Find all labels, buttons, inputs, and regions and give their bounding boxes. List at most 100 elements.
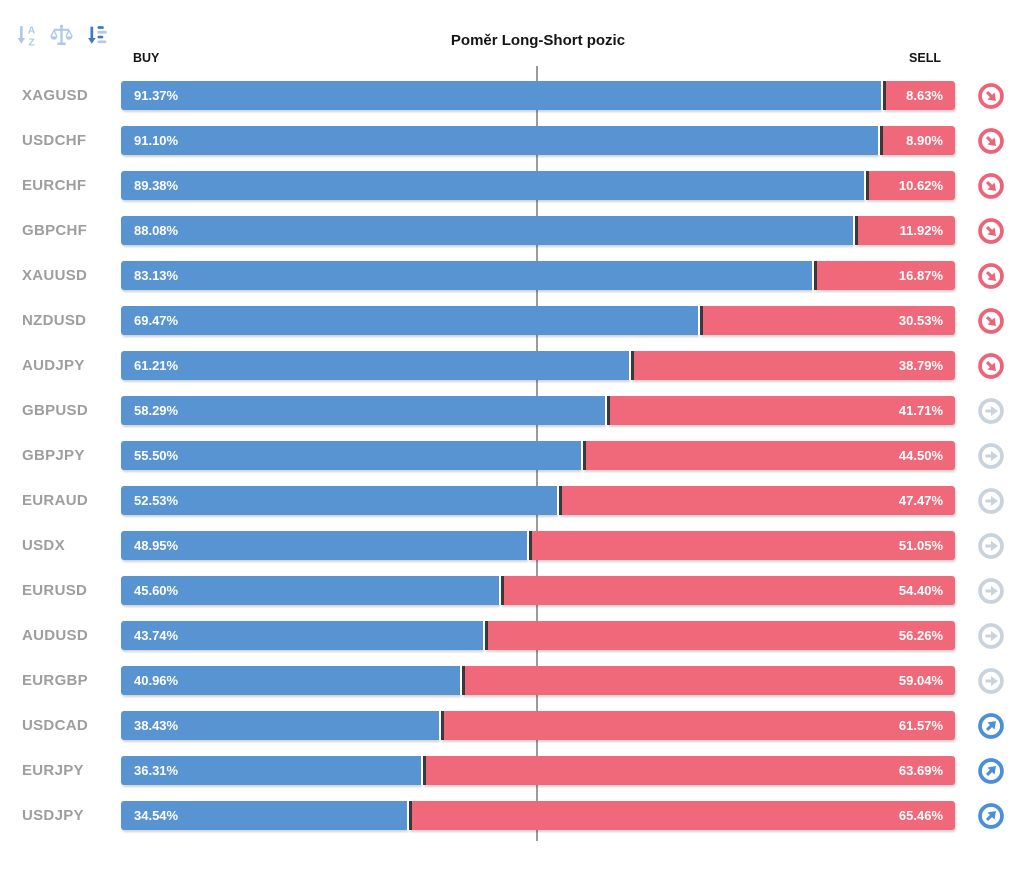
long-short-bar: 38.43% 61.57% (121, 711, 955, 740)
long-short-bar: 55.50% 44.50% (121, 441, 955, 470)
signal-arrow-icon[interactable] (977, 577, 1005, 605)
signal-arrow-icon[interactable] (977, 82, 1005, 110)
signal-arrow-icon[interactable] (977, 442, 1005, 470)
sell-bar-segment: 30.53% (702, 306, 955, 335)
buy-bar-segment: 43.74% (121, 621, 484, 650)
buy-bar-segment: 55.50% (121, 441, 582, 470)
signal-arrow-icon[interactable] (977, 757, 1005, 785)
buy-percent-value: 55.50% (134, 448, 179, 463)
table-row: GBPUSD 58.29% 41.71% (0, 396, 1027, 441)
buy-bar-segment: 69.47% (121, 306, 698, 335)
sell-column-header: SELL (909, 51, 941, 65)
bar-gap (483, 621, 486, 650)
signal-arrow-icon[interactable] (977, 802, 1005, 830)
sort-alphabetical-icon[interactable]: A Z (13, 22, 40, 49)
bar-divider (882, 81, 886, 110)
sell-bar-segment: 63.69% (426, 756, 955, 785)
buy-percent-value: 91.10% (134, 133, 179, 148)
pair-label: USDJPY (22, 807, 84, 824)
buy-percent-value: 58.29% (134, 403, 179, 418)
signal-arrow-icon[interactable] (977, 307, 1005, 335)
sell-bar-segment: 54.40% (503, 576, 955, 605)
pair-label: XAUUSD (22, 267, 88, 284)
sell-bar-segment: 8.90% (883, 126, 955, 155)
bar-divider (500, 576, 504, 605)
sell-percent-value: 47.47% (898, 493, 943, 508)
buy-bar-segment: 36.31% (121, 756, 422, 785)
svg-text:A: A (28, 26, 36, 37)
sort-by-amount-icon[interactable] (83, 22, 110, 49)
buy-bar-segment: 91.37% (121, 81, 881, 110)
table-row: GBPJPY 55.50% 44.50% (0, 441, 1027, 486)
sell-bar-segment: 38.79% (633, 351, 955, 380)
pair-label: USDX (22, 537, 65, 554)
buy-percent-value: 61.21% (134, 358, 179, 373)
long-short-bar: 61.21% 38.79% (121, 351, 955, 380)
buy-bar-segment: 61.21% (121, 351, 629, 380)
pair-label: EURJPY (22, 762, 84, 779)
bar-divider (855, 216, 859, 245)
sell-percent-value: 10.62% (898, 178, 943, 193)
buy-bar-segment: 88.08% (121, 216, 854, 245)
buy-percent-value: 88.08% (134, 223, 179, 238)
sell-percent-value: 56.26% (898, 628, 943, 643)
signal-arrow-icon[interactable] (977, 352, 1005, 380)
table-row: USDCHF 91.10% 8.90% (0, 126, 1027, 171)
signal-arrow-icon[interactable] (977, 262, 1005, 290)
sell-bar-segment: 11.92% (858, 216, 955, 245)
signal-arrow-icon[interactable] (977, 217, 1005, 245)
sell-bar-segment: 51.05% (531, 531, 955, 560)
buy-bar-segment: 58.29% (121, 396, 605, 425)
buy-bar-segment: 83.13% (121, 261, 812, 290)
sell-percent-value: 65.46% (898, 808, 943, 823)
long-short-bar: 69.47% 30.53% (121, 306, 955, 335)
sell-percent-value: 11.92% (899, 223, 943, 238)
buy-percent-value: 43.74% (134, 628, 179, 643)
svg-text:Z: Z (28, 37, 35, 48)
signal-arrow-icon[interactable] (977, 127, 1005, 155)
signal-arrow-icon[interactable] (977, 712, 1005, 740)
sell-bar-segment: 44.50% (586, 441, 955, 470)
signal-arrow-icon[interactable] (977, 172, 1005, 200)
signal-arrow-icon[interactable] (977, 622, 1005, 650)
long-short-bar: 58.29% 41.71% (121, 396, 955, 425)
buy-percent-value: 48.95% (134, 538, 179, 553)
signal-arrow-icon[interactable] (977, 667, 1005, 695)
bar-gap (863, 171, 866, 200)
long-short-bar: 89.38% 10.62% (121, 171, 955, 200)
buy-percent-value: 89.38% (134, 178, 179, 193)
sell-percent-value: 61.57% (898, 718, 943, 733)
signal-arrow-icon[interactable] (977, 397, 1005, 425)
buy-bar-segment: 38.43% (121, 711, 439, 740)
long-short-bar: 43.74% 56.26% (121, 621, 955, 650)
bar-gap (697, 306, 700, 335)
buy-percent-value: 83.13% (134, 268, 179, 283)
signal-arrow-icon[interactable] (977, 532, 1005, 560)
buy-column-header: BUY (133, 51, 160, 65)
signal-arrow-icon[interactable] (977, 487, 1005, 515)
pair-label: AUDJPY (22, 357, 85, 374)
buy-percent-value: 36.31% (134, 763, 179, 778)
bar-divider (408, 801, 412, 830)
table-row: XAGUSD 91.37% 8.63% (0, 81, 1027, 126)
bar-divider (606, 396, 610, 425)
buy-bar-segment: 40.96% (121, 666, 461, 695)
pair-label: GBPUSD (22, 402, 88, 419)
pair-label: USDCAD (22, 717, 88, 734)
balance-scale-icon[interactable] (48, 22, 75, 49)
long-short-bar: 52.53% 47.47% (121, 486, 955, 515)
sell-percent-value: 16.87% (898, 268, 943, 283)
buy-percent-value: 40.96% (134, 673, 179, 688)
sell-percent-value: 51.05% (898, 538, 943, 553)
sell-bar-segment: 8.63% (885, 81, 955, 110)
pair-label: XAGUSD (22, 87, 88, 104)
buy-percent-value: 45.60% (134, 583, 179, 598)
table-row: AUDJPY 61.21% 38.79% (0, 351, 1027, 396)
long-short-bar: 91.37% 8.63% (121, 81, 955, 110)
table-row: GBPCHF 88.08% 11.92% (0, 216, 1027, 261)
bar-gap (604, 396, 607, 425)
pair-label: EURCHF (22, 177, 87, 194)
table-row: USDX 48.95% 51.05% (0, 531, 1027, 576)
long-short-bar: 88.08% 11.92% (121, 216, 955, 245)
buy-bar-segment: 52.53% (121, 486, 557, 515)
